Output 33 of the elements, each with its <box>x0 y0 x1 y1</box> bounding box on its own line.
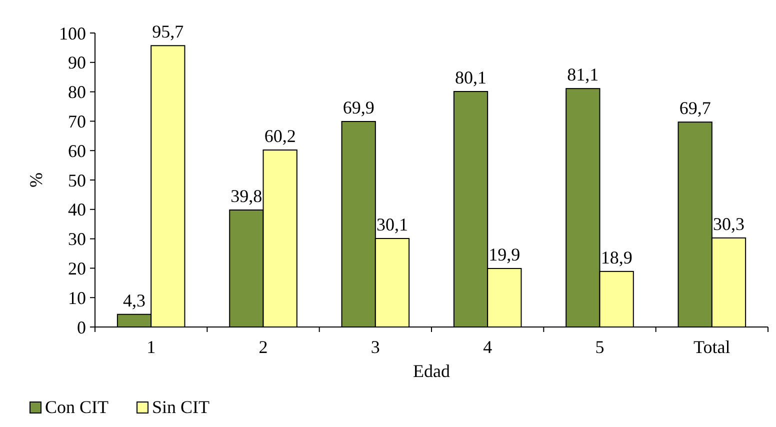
y-tick-label: 70 <box>68 112 86 132</box>
data-label: 69,9 <box>342 97 374 118</box>
y-tick-label: 90 <box>68 52 86 73</box>
y-tick-label: 100 <box>59 23 86 44</box>
data-label: 18,9 <box>600 247 632 268</box>
data-label: 81,1 <box>567 64 599 85</box>
data-label: 69,7 <box>679 98 711 118</box>
data-label: 4,3 <box>123 290 146 310</box>
x-tick-label: 3 <box>370 337 380 357</box>
data-label: 95,7 <box>152 22 184 42</box>
y-axis-title: % <box>26 172 46 188</box>
y-tick-label: 0 <box>77 317 86 338</box>
data-label: 39,8 <box>230 186 262 206</box>
legend-label: Con CIT <box>45 397 109 417</box>
data-label: 60,2 <box>264 126 296 146</box>
y-tick-label: 20 <box>68 258 86 278</box>
y-tick-label: 60 <box>68 140 86 161</box>
x-tick-label: Total <box>694 337 730 357</box>
data-label: 30,3 <box>712 214 744 234</box>
x-tick-label: 2 <box>258 337 268 357</box>
x-tick-label: 4 <box>483 337 492 357</box>
y-tick-label: 40 <box>68 200 86 220</box>
x-tick-label: 5 <box>595 337 604 357</box>
y-tick-label: 10 <box>68 288 86 308</box>
data-label: 19,9 <box>488 244 520 264</box>
data-label: 80,1 <box>455 68 487 88</box>
y-tick-label: 30 <box>68 229 86 250</box>
x-tick-label: 1 <box>146 337 156 357</box>
legend-label: Sin CIT <box>152 397 210 417</box>
data-label: 30,1 <box>376 214 408 235</box>
y-tick-label: 50 <box>68 170 86 190</box>
y-tick-label: 80 <box>68 82 86 102</box>
x-axis-title: Edad <box>413 361 450 381</box>
